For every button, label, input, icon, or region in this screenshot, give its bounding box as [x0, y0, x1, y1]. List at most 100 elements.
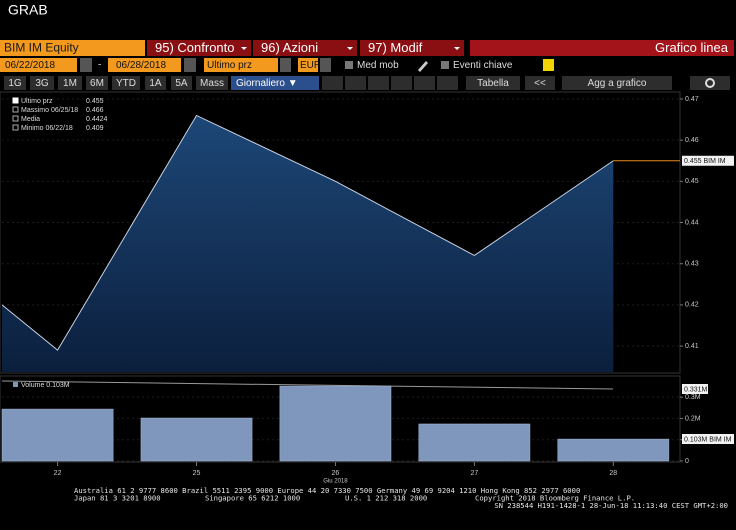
footer-text: Singapore 65 6212 1000 [205, 494, 300, 503]
period-button[interactable] [196, 76, 228, 90]
toolbar-button-label: Tabella [477, 78, 509, 89]
legend-label: Ultimo prz [21, 98, 53, 105]
value-tag-label: 0.331M [684, 386, 708, 393]
value-tag [682, 384, 708, 394]
tool-icon-button[interactable] [322, 76, 343, 90]
y-tick-label: 0.42 [685, 302, 699, 309]
period-label: 5A [175, 78, 188, 89]
value-tag [682, 434, 734, 444]
toolbar: BIM IM Equity 95) Confronto 96) Azioni 97) … [0, 40, 734, 90]
period-label: 6M [90, 78, 104, 89]
option-checkbox[interactable] [345, 61, 353, 69]
period-button[interactable] [30, 76, 54, 90]
calendar-button[interactable] [184, 58, 196, 72]
field-text: Ultimo prz [207, 60, 252, 71]
y-tick-label: 0.2M [685, 415, 701, 422]
legend-symbol [12, 106, 19, 113]
security-field[interactable] [0, 40, 145, 56]
period-label: Mass [200, 78, 224, 89]
footer: Australia 61 2 9777 8600 Brazil 5511 239… [74, 486, 728, 510]
settings-button[interactable] [690, 76, 730, 90]
legend-symbol [12, 124, 19, 131]
tool-icon-button[interactable] [414, 76, 435, 90]
volume-bar [418, 423, 531, 462]
price-area [2, 115, 614, 373]
end-date-field[interactable] [108, 58, 181, 72]
last-price-tag [682, 155, 734, 166]
y-tick-label: 0.47 [685, 96, 699, 103]
x-tick-label: 26 [332, 470, 340, 477]
period-button[interactable] [112, 76, 140, 90]
start-date-field[interactable] [0, 58, 77, 72]
option-label: Med mob [357, 60, 399, 71]
volume-bar [140, 417, 253, 462]
currency-text: EUR [300, 60, 321, 71]
value-tag-label: 0.103M BIM IM [684, 436, 732, 443]
dropdown-arrow [241, 47, 247, 50]
y-tick-label: 0 [685, 458, 689, 465]
x-tick-label: 28 [609, 470, 617, 477]
legend-symbol [13, 382, 18, 387]
period-label: YTD [116, 78, 136, 89]
volume-bar [1, 408, 114, 462]
tool-icon-button[interactable] [437, 76, 458, 90]
tool-icon-button[interactable] [345, 76, 366, 90]
calendar-button[interactable] [80, 58, 92, 72]
field-dropdown[interactable] [280, 58, 291, 72]
dropdown-arrow [347, 47, 353, 50]
toolbar-button[interactable] [525, 76, 555, 90]
menu-tab-label: 96) Azioni [261, 40, 318, 55]
option-label: Eventi chiave [453, 60, 513, 71]
legend-label: Massimo 06/25/18 [21, 107, 78, 114]
currency-select[interactable] [298, 58, 318, 72]
option-checkbox[interactable] [441, 61, 449, 69]
menu-tab[interactable] [253, 40, 357, 56]
menu-tab-label: 97) Modif [368, 40, 423, 55]
pencil-icon [418, 61, 428, 72]
legend-value: 0.455 [86, 98, 104, 105]
footer-text: Australia 61 2 9777 8600 Brazil 5511 239… [74, 486, 580, 495]
legend-label: Minimo 06/22/18 [21, 125, 73, 132]
menu-tab[interactable] [360, 40, 464, 56]
y-tick-label: 0.44 [685, 219, 699, 226]
y-tick-label: 0.46 [685, 137, 699, 144]
x-tick-label: 27 [470, 470, 478, 477]
period-button[interactable] [58, 76, 82, 90]
chart-kind-bar[interactable] [470, 40, 734, 56]
legend-label: Volume 0.103M [21, 382, 70, 389]
toolbar-button[interactable] [562, 76, 672, 90]
volume-bar [557, 438, 670, 462]
volume-bar [279, 385, 392, 462]
field-select[interactable] [204, 58, 278, 72]
period-label: 1A [149, 78, 162, 89]
period-button[interactable] [4, 76, 26, 90]
period-button[interactable] [171, 76, 192, 90]
legend-value: 0.4424 [86, 116, 108, 123]
y-tick-label: 0.45 [685, 178, 699, 185]
x-tick-label: 22 [54, 470, 62, 477]
end-date-text: 06/28/2018 [116, 60, 166, 71]
legend-symbol [12, 115, 19, 122]
currency-dropdown[interactable] [320, 58, 331, 72]
menu-tab[interactable] [147, 40, 251, 56]
toolbar-button[interactable] [466, 76, 520, 90]
period-label: 3G [35, 78, 49, 89]
period-button[interactable] [145, 76, 166, 90]
x-tick-label: 25 [193, 470, 201, 477]
info-button[interactable] [543, 59, 554, 71]
last-price-label: 0.455 BIM IM [684, 158, 726, 165]
frequency-select[interactable] [231, 76, 319, 90]
tool-icon-button[interactable] [391, 76, 412, 90]
menu-tab-label: 95) Confronto [155, 40, 235, 55]
period-button[interactable] [86, 76, 108, 90]
tool-icon-button[interactable] [368, 76, 389, 90]
toolbar-button-label: << [534, 78, 546, 89]
footer-text: U.S. 1 212 318 2000 [345, 494, 427, 503]
price-line [1, 114, 614, 351]
legend-value: 0.409 [86, 125, 104, 132]
gear-icon [705, 78, 715, 88]
frequency-label: Giornaliero ▼ [236, 78, 298, 89]
legend-symbol [12, 97, 19, 104]
legend-value: 0.466 [86, 107, 104, 114]
